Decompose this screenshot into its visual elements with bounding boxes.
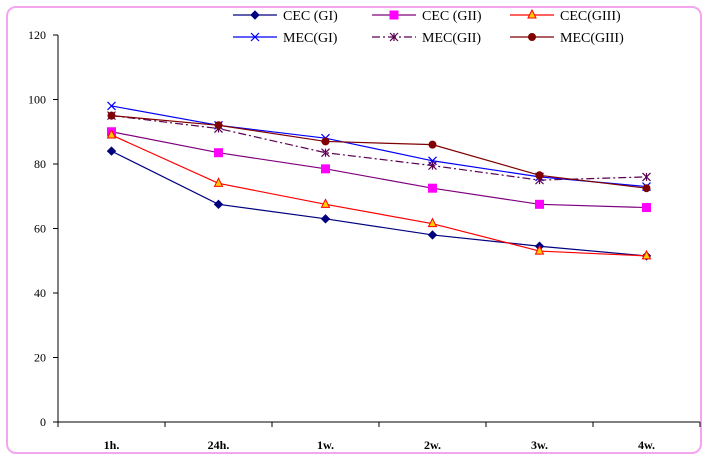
data-point bbox=[427, 230, 438, 240]
legend-item: MEC(GII) bbox=[372, 31, 481, 46]
data-point bbox=[106, 128, 117, 139]
legend-item: MEC(GIII) bbox=[510, 31, 624, 46]
y-tick-label: 100 bbox=[28, 93, 46, 107]
data-point bbox=[321, 164, 330, 174]
data-point bbox=[214, 148, 223, 158]
series-line bbox=[111, 115, 647, 181]
legend-label: CEC(GIII) bbox=[560, 9, 621, 24]
chart-frame bbox=[6, 6, 702, 454]
legend-marker bbox=[528, 33, 536, 41]
legend-item: MEC(GI) bbox=[233, 31, 338, 46]
legend-item: CEC (GI) bbox=[233, 9, 338, 24]
data-point bbox=[107, 101, 116, 111]
x-tick-label: 1h. bbox=[104, 438, 120, 452]
legend-marker bbox=[389, 32, 399, 42]
x-tick-label: 3w. bbox=[531, 438, 548, 452]
data-point bbox=[428, 161, 437, 171]
y-tick-label: 80 bbox=[34, 157, 46, 171]
data-point bbox=[320, 214, 331, 224]
series-line bbox=[111, 115, 647, 189]
data-point bbox=[427, 217, 438, 228]
legend-item: CEC(GIII) bbox=[510, 8, 621, 24]
series-4 bbox=[107, 101, 651, 191]
legend-label: MEC(GIII) bbox=[560, 31, 624, 46]
series-3 bbox=[106, 128, 652, 260]
data-point bbox=[107, 111, 116, 120]
legend-label: MEC(GI) bbox=[283, 31, 338, 46]
y-tick-label: 20 bbox=[34, 351, 46, 365]
legend-marker bbox=[527, 8, 537, 19]
legend-marker bbox=[389, 10, 399, 20]
data-point bbox=[535, 171, 544, 180]
series-line bbox=[111, 134, 647, 257]
y-tick-label: 120 bbox=[28, 28, 46, 42]
y-tick-label: 60 bbox=[34, 222, 46, 236]
legend-label: CEC (GI) bbox=[283, 9, 338, 24]
series-6 bbox=[107, 111, 651, 193]
data-point bbox=[428, 140, 437, 149]
x-tick-label: 2w. bbox=[424, 438, 441, 452]
data-point bbox=[106, 146, 117, 156]
legend-item: CEC (GII) bbox=[372, 9, 482, 24]
legend-marker bbox=[250, 32, 260, 42]
series-line bbox=[111, 150, 647, 257]
series-line bbox=[111, 105, 647, 188]
y-tick-label: 40 bbox=[34, 286, 46, 300]
legend: CEC (GI) CEC (GII) CEC(GIII) MEC(GI) MEC(GII… bbox=[233, 8, 624, 46]
series-layer bbox=[106, 101, 652, 261]
x-tick-label: 4w. bbox=[638, 438, 655, 452]
x-tick-label: 24h. bbox=[208, 438, 230, 452]
data-point bbox=[641, 249, 652, 260]
axes: 0 20 40 60 80 100 120 1h. 24h. 1w. 2w. 3w. 4w. bbox=[28, 28, 701, 452]
legend-label: MEC(GII) bbox=[422, 31, 481, 46]
series-line bbox=[111, 131, 647, 209]
data-point bbox=[321, 137, 330, 146]
data-point bbox=[534, 244, 545, 255]
data-point bbox=[642, 172, 651, 182]
data-point bbox=[213, 177, 224, 187]
x-tick-label: 1w. bbox=[317, 438, 334, 452]
data-point bbox=[428, 183, 437, 193]
data-point bbox=[321, 148, 330, 158]
series-1 bbox=[106, 146, 652, 261]
data-point bbox=[642, 184, 651, 193]
data-point bbox=[214, 121, 223, 130]
data-point bbox=[642, 203, 651, 213]
data-point bbox=[213, 199, 224, 210]
legend-marker bbox=[250, 10, 260, 20]
data-point bbox=[320, 198, 331, 208]
legend-label: CEC (GII) bbox=[422, 9, 482, 24]
data-point bbox=[535, 199, 544, 209]
y-tick-label: 0 bbox=[40, 415, 46, 429]
series-5 bbox=[107, 111, 651, 185]
